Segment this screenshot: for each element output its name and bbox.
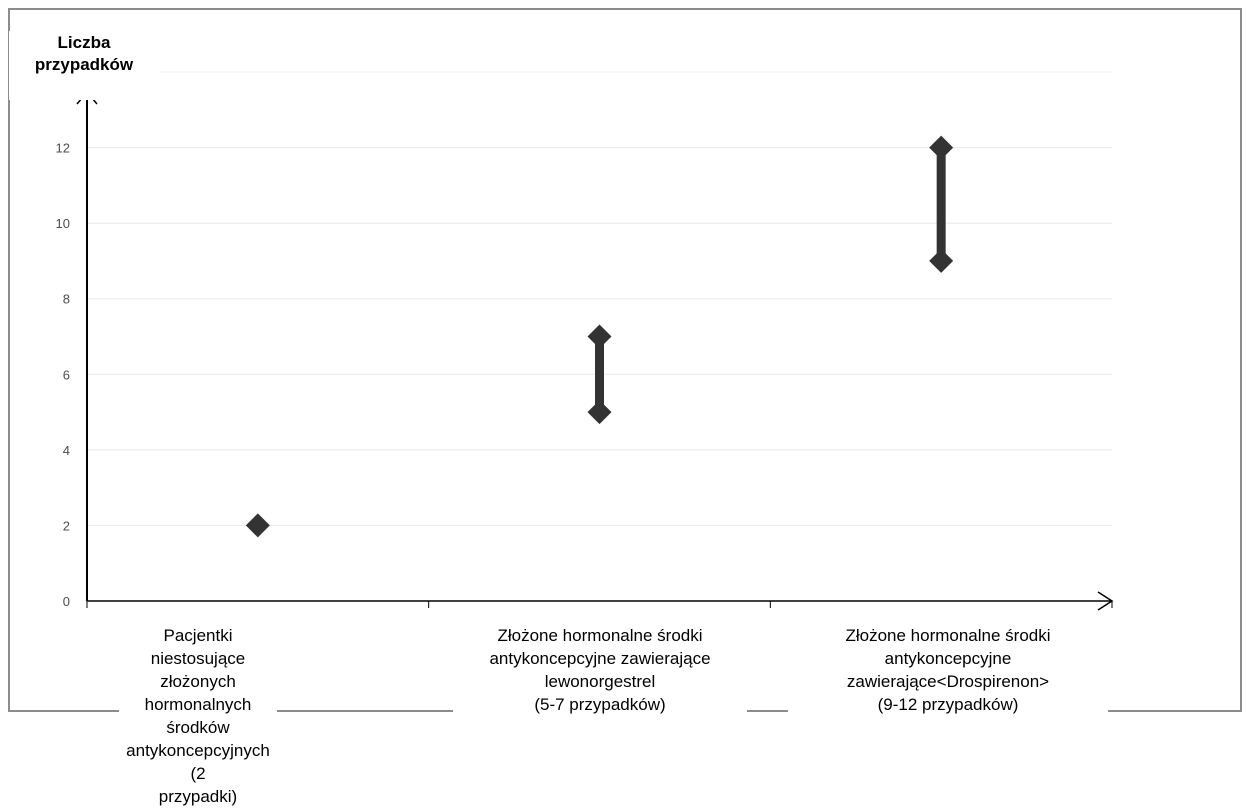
category-label-1-line-1: Pacjentki niestosujące bbox=[150, 626, 246, 668]
y-axis-label-line-2: przypadków bbox=[34, 55, 134, 74]
diamond-marker bbox=[929, 248, 954, 273]
category-label-1-line-5: przypadki) bbox=[158, 787, 238, 806]
category-label-3-line-3: zawierające<Drospirenon> bbox=[846, 672, 1050, 691]
category-label-2-line-4: (5-7 przypadków) bbox=[534, 695, 666, 714]
range-chart: 0 2 4 6 8 10 12 bbox=[56, 71, 1114, 611]
y-tick-label: 0 bbox=[63, 594, 70, 609]
y-tick-label: 6 bbox=[63, 367, 70, 382]
category-label-2: Złożone hormonalne środki antykoncepcyjn… bbox=[453, 624, 747, 716]
y-axis-label-line-1: Liczba bbox=[57, 33, 111, 52]
category-label-2-line-1: Złożone hormonalne środki bbox=[497, 626, 703, 645]
category-label-1: Pacjentki niestosujące złożonych hormona… bbox=[119, 624, 277, 808]
chart-frame bbox=[8, 8, 1242, 712]
diamond-marker bbox=[587, 400, 612, 425]
category-label-1-line-2: złożonych hormonalnych bbox=[144, 672, 252, 714]
category-label-3: Złożone hormonalne środki antykoncepcyjn… bbox=[788, 624, 1108, 716]
category-label-2-line-3: lewonorgestrel bbox=[544, 672, 656, 691]
category-label-3-line-4: (9-12 przypadków) bbox=[877, 695, 1019, 714]
category-label-3-line-1: Złożone hormonalne środki bbox=[845, 626, 1051, 645]
category-label-2-line-2: antykoncepcyjne zawierające bbox=[489, 649, 711, 668]
y-axis-label: Liczba przypadków bbox=[9, 31, 159, 100]
category-label-1-line-3: środków bbox=[166, 718, 230, 737]
diamond-marker bbox=[929, 135, 954, 160]
y-tick-label: 12 bbox=[56, 141, 70, 156]
y-tick-label: 4 bbox=[63, 443, 70, 458]
diamond-marker bbox=[587, 324, 612, 349]
y-tick-label: 2 bbox=[63, 518, 70, 533]
category-label-3-line-2: antykoncepcyjne bbox=[884, 649, 1012, 668]
y-tick-label: 8 bbox=[63, 292, 70, 307]
y-tick-label: 10 bbox=[56, 216, 70, 231]
category-label-1-line-4: antykoncepcyjnych (2 bbox=[126, 741, 270, 783]
diamond-marker bbox=[245, 513, 270, 538]
